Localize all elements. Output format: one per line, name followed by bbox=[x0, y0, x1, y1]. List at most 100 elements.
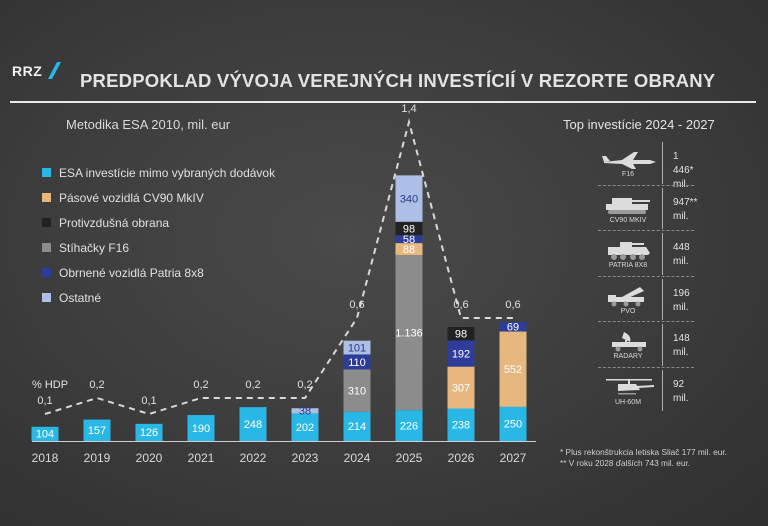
bar-value-label: 38 bbox=[299, 406, 311, 418]
legend-label: Pásové vozidlá CV90 MkIV bbox=[59, 190, 204, 205]
x-tick-label: 2019 bbox=[84, 451, 111, 465]
bar-value-label: 202 bbox=[296, 422, 314, 434]
logo-slash-icon bbox=[48, 62, 61, 79]
bar-segment bbox=[395, 175, 423, 222]
chart-legend: ESA investície mimo vybraných dodávok Pá… bbox=[42, 160, 275, 310]
bar-value-label: 1.136 bbox=[395, 327, 423, 339]
top-item-pvo: PVO 196 mil. bbox=[594, 277, 694, 322]
top-investments-title: Top investície 2024 - 2027 bbox=[563, 117, 715, 132]
helicopter-icon bbox=[606, 378, 654, 394]
bar-segment bbox=[343, 354, 371, 370]
fighter-jet-icon bbox=[602, 152, 656, 169]
hdp-value-label: 0,6 bbox=[505, 299, 520, 311]
column-divider bbox=[662, 233, 663, 275]
bar-segment bbox=[395, 221, 423, 236]
legend-item: Protivzdušná obrana bbox=[42, 210, 275, 235]
bar-value-label: 58 bbox=[403, 234, 415, 246]
legend-label: Protivzdušná obrana bbox=[59, 215, 170, 230]
bar-value-label: 104 bbox=[36, 429, 54, 441]
x-tick-label: 2025 bbox=[396, 451, 423, 465]
top-item-value: 148 mil. bbox=[673, 333, 690, 358]
bar-segment bbox=[395, 235, 423, 244]
top-item-value: 448 mil. bbox=[673, 242, 690, 267]
bar-value-label: 192 bbox=[452, 348, 470, 360]
column-divider bbox=[662, 369, 663, 411]
bar-value-label: 250 bbox=[504, 419, 522, 431]
bar-segment bbox=[343, 340, 371, 355]
row-divider bbox=[598, 366, 694, 368]
legend-item: Ostatné bbox=[42, 285, 275, 310]
bar-segment bbox=[499, 331, 527, 407]
bar-segment bbox=[291, 413, 319, 441]
bar-value-label: 226 bbox=[400, 420, 418, 432]
bar-value-label: 110 bbox=[348, 357, 366, 369]
hdp-value-label: 0,2 bbox=[245, 379, 260, 391]
legend-item: ESA investície mimo vybraných dodávok bbox=[42, 160, 275, 185]
row-divider bbox=[598, 184, 694, 186]
hdp-line bbox=[44, 118, 513, 416]
bar-value-label: 552 bbox=[504, 364, 522, 376]
bar-segment bbox=[187, 415, 215, 441]
x-tick-label: 2021 bbox=[188, 451, 215, 465]
legend-swatch bbox=[42, 293, 51, 302]
x-tick-label: 2026 bbox=[448, 451, 475, 465]
legend-label: ESA investície mimo vybraných dodávok bbox=[59, 165, 276, 180]
bar-value-label: 98 bbox=[403, 223, 415, 235]
top-item-f16: F16 1 446* mil. bbox=[594, 140, 694, 190]
legend-label: Stíhačky F16 bbox=[59, 240, 130, 255]
row-divider bbox=[598, 321, 694, 322]
bar-segment bbox=[239, 407, 267, 441]
row-divider bbox=[598, 230, 694, 231]
chart-subtitle: Metodika ESA 2010, mil. eur bbox=[66, 117, 231, 132]
bar-segment bbox=[395, 410, 423, 441]
legend-label: Ostatné bbox=[59, 290, 102, 305]
legend-swatch bbox=[42, 268, 51, 277]
top-item-cv90: CV90 MKIV 947** mil. bbox=[594, 186, 697, 231]
bar-value-label: 310 bbox=[348, 385, 366, 397]
column-divider bbox=[662, 324, 663, 366]
top-item-radary: RADARY 148 mil. bbox=[594, 322, 694, 368]
legend-item: Obrnené vozidlá Patria 8x8 bbox=[42, 260, 275, 285]
legend-label: Obrnené vozidlá Patria 8x8 bbox=[59, 265, 204, 280]
bar-segment bbox=[343, 369, 371, 412]
legend-item: Stíhačky F16 bbox=[42, 235, 275, 260]
bar-value-label: 190 bbox=[192, 423, 210, 435]
bar-segment bbox=[83, 419, 111, 441]
hdp-value-label: 1,4 bbox=[401, 103, 416, 115]
legend-swatch bbox=[42, 218, 51, 227]
x-tick-label: 2018 bbox=[32, 451, 59, 465]
top-item-caption: PVO bbox=[620, 307, 636, 315]
tank-icon bbox=[606, 197, 650, 214]
bar-segment bbox=[291, 408, 319, 414]
legend-swatch bbox=[42, 243, 51, 252]
footnote: * Plus rekonštrukcia letiska Sliač 177 m… bbox=[560, 447, 727, 457]
column-divider bbox=[662, 278, 663, 320]
bar-segment bbox=[395, 255, 423, 411]
bar-value-label: 340 bbox=[400, 193, 418, 205]
x-tick-label: 2020 bbox=[136, 451, 163, 465]
bar-value-label: 69 bbox=[507, 322, 519, 334]
footnote: ** V roku 2028 ďalších 743 mil. eur. bbox=[560, 458, 691, 468]
x-tick-label: 2022 bbox=[240, 451, 267, 465]
radar-icon bbox=[612, 332, 646, 352]
bar-segment bbox=[395, 243, 423, 256]
top-item-patria: PATRIA 8X8 448 mil. bbox=[594, 231, 694, 277]
hdp-value-label: 0,1 bbox=[141, 395, 156, 407]
top-item-value: 92 mil. bbox=[673, 378, 689, 404]
air-defense-icon bbox=[608, 286, 644, 306]
hdp-value-label: 0,6 bbox=[453, 299, 468, 311]
bar-segment bbox=[499, 322, 527, 332]
top-item-caption: F16 bbox=[621, 171, 635, 178]
bar-value-label: 248 bbox=[244, 419, 262, 431]
legend-swatch bbox=[42, 168, 51, 177]
title-divider bbox=[10, 101, 756, 103]
bar-segment bbox=[343, 411, 371, 441]
top-item-uh60m: UH-60M 92 mil. bbox=[594, 368, 694, 414]
bar-value-label: 238 bbox=[452, 420, 470, 432]
column-divider bbox=[662, 187, 663, 229]
bar-value-label: 101 bbox=[348, 342, 366, 354]
column-divider bbox=[662, 142, 663, 184]
hdp-axis-label: % HDP bbox=[32, 379, 69, 391]
page-title: PREDPOKLAD VÝVOJA VEREJNÝCH INVESTÍCIÍ V… bbox=[80, 70, 716, 91]
top-item-caption: PATRIA 8X8 bbox=[608, 262, 648, 269]
